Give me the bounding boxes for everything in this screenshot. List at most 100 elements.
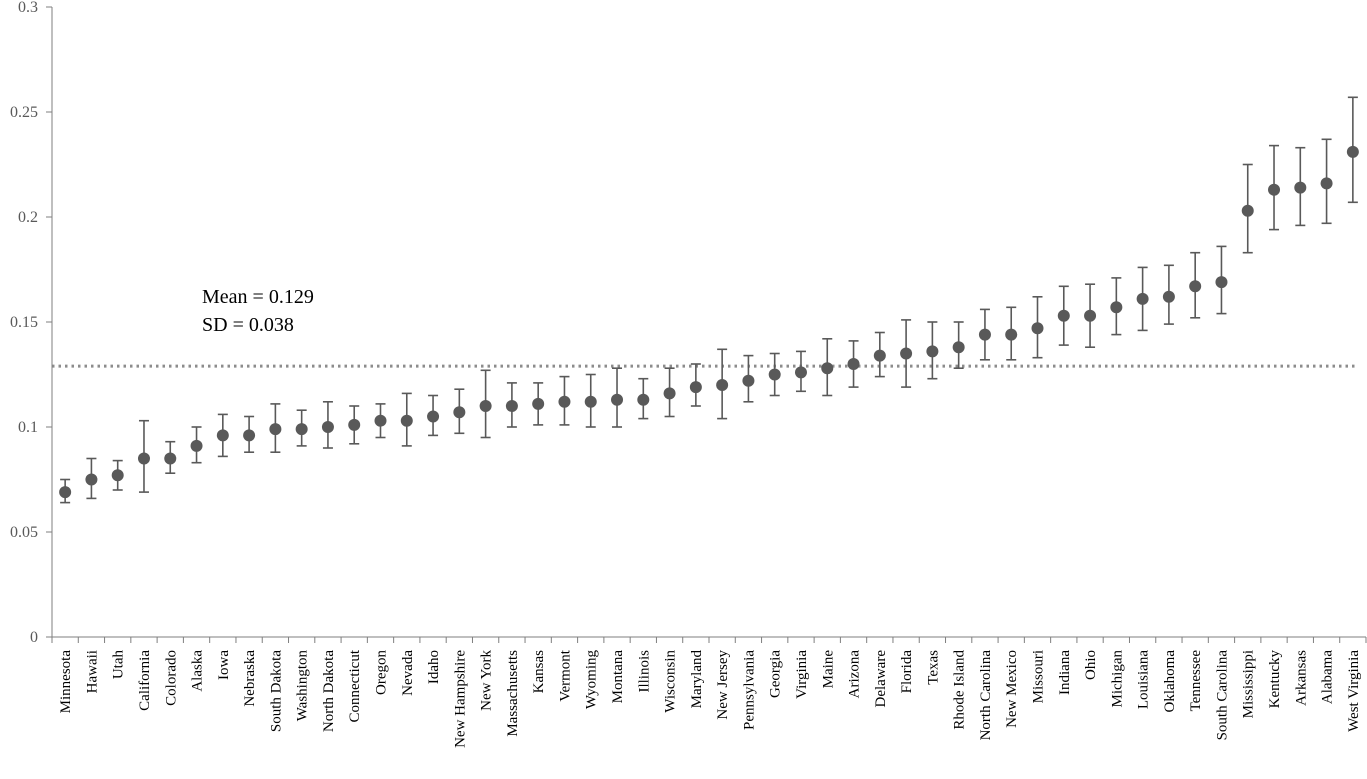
x-category-label: Rhode Island <box>952 650 968 730</box>
y-tick-label: 0.05 <box>10 524 38 541</box>
x-category-label: Alaska <box>190 650 206 692</box>
x-category-label: Wyoming <box>584 650 600 710</box>
data-point <box>164 452 177 465</box>
x-category-label: Alabama <box>1320 650 1336 704</box>
data-point <box>190 439 203 452</box>
x-category-label: North Carolina <box>978 650 994 741</box>
x-category-label: Vermont <box>557 649 573 701</box>
data-point <box>479 400 492 412</box>
y-tick-label: 0.1 <box>18 419 38 436</box>
x-category-label: California <box>137 650 153 711</box>
x-category-label: Connecticut <box>347 649 363 722</box>
data-point <box>716 379 729 391</box>
x-category-label: Washington <box>295 650 311 722</box>
x-category-label: Mississippi <box>1241 650 1257 718</box>
data-point <box>1215 276 1228 289</box>
data-point <box>532 397 545 410</box>
x-category-label: Kansas <box>531 650 547 693</box>
x-category-label: Hawaii <box>84 650 100 693</box>
x-category-label: Massachusetts <box>505 650 521 737</box>
data-point <box>689 381 702 394</box>
x-category-label: Maryland <box>689 650 705 709</box>
mean-annotation: Mean = 0.129 <box>202 286 314 308</box>
data-point <box>1162 290 1175 303</box>
data-point <box>59 486 72 499</box>
x-category-label: Utah <box>111 650 127 680</box>
x-category-label: New Hampshire <box>452 650 468 748</box>
data-point <box>321 421 334 433</box>
y-tick-layer: 0 0.05 0.1 0.15 0.2 0.25 0.3 <box>10 0 52 646</box>
data-point <box>216 429 229 442</box>
y-tick-label: 0.2 <box>18 209 38 226</box>
data-point <box>1110 301 1123 314</box>
x-category-label: Louisiana <box>1136 650 1152 709</box>
data-point <box>637 393 650 406</box>
x-category-label: Kentucky <box>1267 650 1283 709</box>
data-point <box>768 368 781 381</box>
data-point <box>111 469 124 482</box>
x-category-label: Arkansas <box>1293 650 1309 706</box>
x-category-label: Nevada <box>400 650 416 696</box>
x-category-label: New Mexico <box>1004 650 1020 728</box>
x-category-label: Indiana <box>1057 650 1073 695</box>
data-point <box>1057 309 1070 322</box>
data-point <box>427 410 440 423</box>
data-point <box>611 393 624 406</box>
x-category-label: Delaware <box>873 650 889 708</box>
x-category-label: Missouri <box>1031 650 1047 703</box>
data-point <box>453 406 466 419</box>
x-category-label: Tennessee <box>1188 650 1204 712</box>
data-point <box>243 429 256 442</box>
data-point <box>978 328 991 341</box>
x-category-label: South Carolina <box>1214 650 1230 741</box>
data-point <box>1189 280 1202 293</box>
y-tick-label: 0 <box>30 629 38 646</box>
data-point <box>1241 204 1254 217</box>
y-tick-label: 0.15 <box>10 314 38 331</box>
y-tick-label: 0.3 <box>18 0 38 16</box>
x-category-label: Wisconsin <box>663 650 679 713</box>
x-category-label: Colorado <box>163 650 179 706</box>
data-point <box>873 349 886 362</box>
sd-annotation: SD = 0.038 <box>202 314 294 336</box>
x-category-label: New Jersey <box>715 650 731 720</box>
x-category-label: Texas <box>925 650 941 685</box>
x-category-label: West Virginia <box>1346 650 1362 732</box>
x-category-label: Nebraska <box>242 650 258 707</box>
data-point <box>847 358 860 370</box>
data-point <box>821 362 834 375</box>
x-category-label: Montana <box>610 650 626 704</box>
data-point <box>1294 181 1307 194</box>
data-point <box>1320 177 1333 190</box>
data-point <box>374 414 387 427</box>
data-point <box>1031 322 1044 335</box>
x-category-label: Oregon <box>374 650 390 695</box>
data-point <box>926 345 939 358</box>
data-point <box>137 452 150 465</box>
data-point <box>505 400 518 412</box>
x-category-label: Arizona <box>847 650 863 699</box>
x-category-label: Minnesota <box>58 650 74 714</box>
data-point <box>742 374 755 387</box>
x-category-label: Illinois <box>636 650 652 693</box>
x-label-layer: Minnesota Hawaii Utah California Colorado Ala… <box>58 649 1362 748</box>
x-category-label: Pennsylvania <box>741 650 757 730</box>
data-point <box>1136 292 1149 305</box>
point-layer <box>59 145 1359 499</box>
x-category-label: Iowa <box>216 650 232 680</box>
data-point <box>558 395 571 408</box>
x-category-label: New York <box>479 650 495 711</box>
x-category-label: Maine <box>820 650 836 689</box>
data-point <box>1346 145 1359 158</box>
data-point <box>269 423 282 436</box>
data-point <box>584 395 597 408</box>
x-category-label: North Dakota <box>321 650 337 732</box>
data-point <box>348 418 361 431</box>
data-point <box>663 387 676 400</box>
x-category-label: Georgia <box>768 650 784 698</box>
data-point <box>1084 309 1097 322</box>
data-point <box>900 347 913 360</box>
data-point <box>1268 183 1281 196</box>
data-point <box>1005 328 1018 341</box>
